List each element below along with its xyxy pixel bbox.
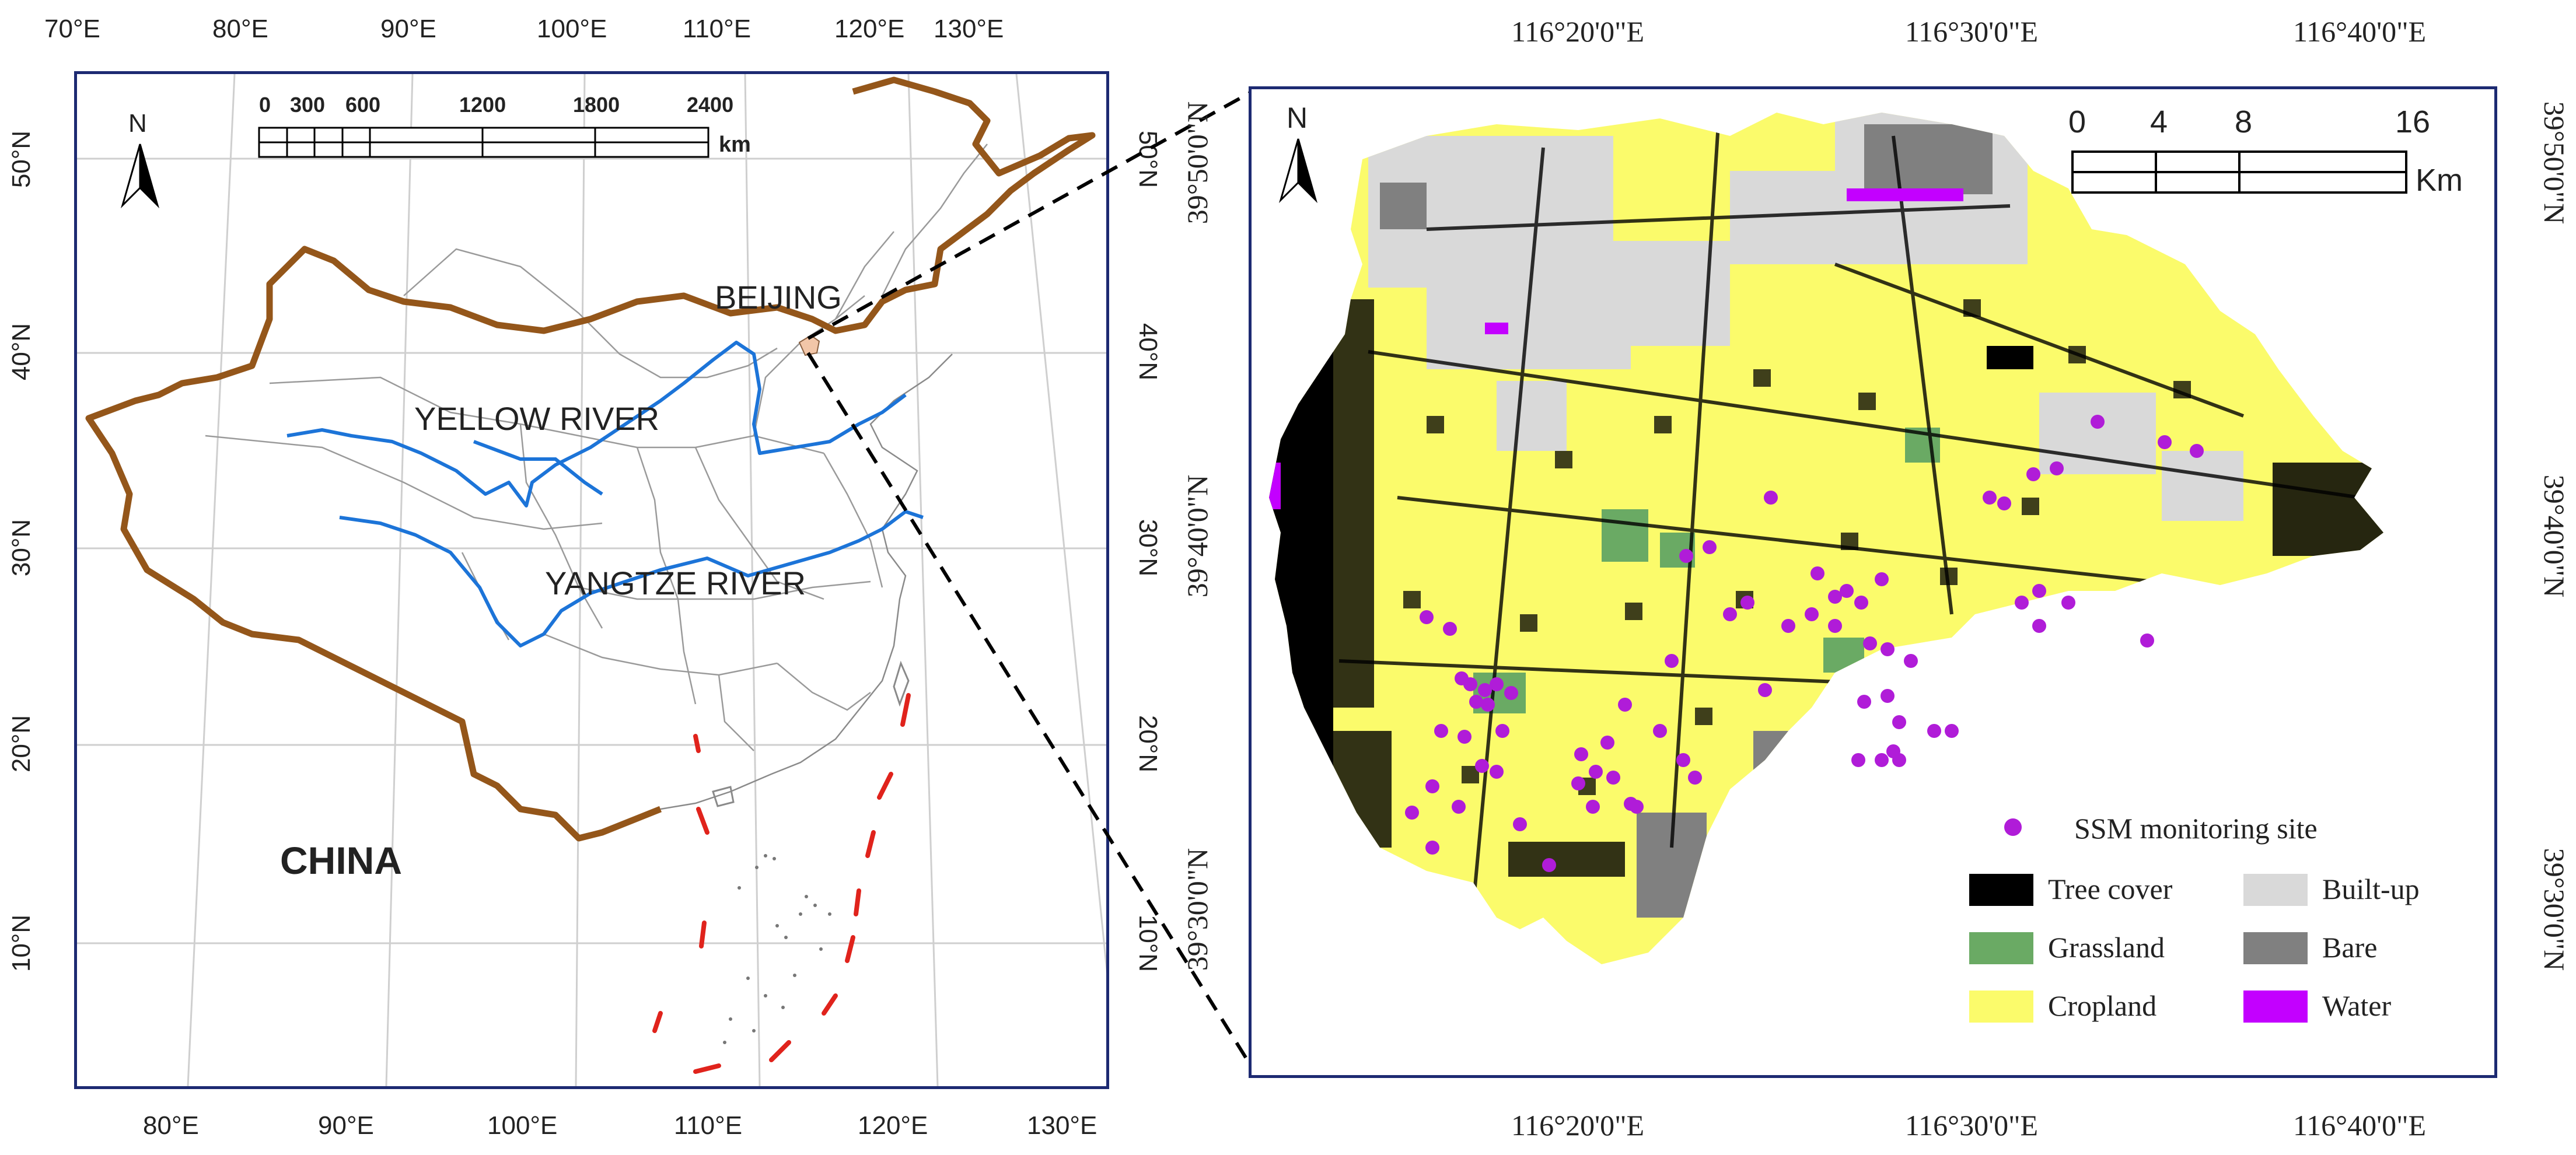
lon-tick: 120°E <box>834 15 905 43</box>
legend: SSM monitoring site Tree cover Built-up … <box>1958 812 2483 1075</box>
lon-tick: 100°E <box>537 15 607 43</box>
lat-tick: 39°30'0"N <box>1181 848 1214 971</box>
north-arrow: N <box>117 109 163 214</box>
lat-tick: 39°40'0"N <box>2538 474 2571 598</box>
lon-tick: 116°20'0"E <box>1511 15 1645 48</box>
lon-tick: 130°E <box>1027 1111 1097 1140</box>
china-coastline <box>660 354 953 810</box>
ssm-sites <box>1405 415 2204 872</box>
right-map-frame: N 0 4 8 16 Km SSM monitoring site <box>1249 86 2497 1078</box>
left-map-frame: N 0 300 600 1200 1800 2400 <box>74 71 1109 1089</box>
legend-swatch-cropland <box>1969 991 2033 1023</box>
landcover-drawing <box>1269 113 2383 964</box>
yangtze-river-label: YANGTZE RIVER <box>545 565 806 601</box>
scale-unit: km <box>719 132 751 157</box>
graticule <box>77 74 1106 1086</box>
lat-tick: 39°50'0"N <box>2538 101 2571 225</box>
lon-tick: 110°E <box>674 1111 743 1140</box>
scale-number: 16 <box>2395 104 2431 139</box>
scale-bar-graphic <box>2071 150 2407 194</box>
site-legend-label: SSM monitoring site <box>2074 812 2318 845</box>
left-scale-bar: 0 300 600 1200 1800 2400 km <box>258 93 783 163</box>
legend-label: Water <box>2322 989 2392 1022</box>
legend-label: Tree cover <box>2048 873 2173 905</box>
scale-number: 0 <box>259 93 271 117</box>
beijing-landcover-map: 116°20'0"E 116°30'0"E 116°40'0"E 116°20'… <box>1161 0 2576 1155</box>
north-arrow-icon <box>1278 138 1318 204</box>
north-arrow-icon <box>120 144 160 209</box>
taiwan-outline <box>893 660 910 707</box>
china-overview-map: 70°E 80°E 90°E 100°E 110°E 120°E 130°E 8… <box>0 0 1162 1155</box>
south-sea-islands <box>723 854 831 1044</box>
hainan-outline <box>712 786 735 807</box>
lon-tick: 116°30'0"E <box>1905 15 2039 48</box>
scale-unit: Km <box>2416 163 2463 198</box>
lat-tick: 39°40'0"N <box>1181 474 1214 598</box>
legend-label: Bare <box>2322 931 2378 964</box>
yellow-river <box>286 341 907 508</box>
scale-number: 1800 <box>573 93 620 117</box>
scale-bar-graphic <box>258 127 709 158</box>
legend-swatch-grassland <box>1969 932 2033 964</box>
china-label: CHINA <box>280 839 402 882</box>
right-scale-bar: 0 4 8 16 Km <box>2068 104 2477 198</box>
legend-label: Grassland <box>2048 931 2165 964</box>
north-label: N <box>1287 102 1308 134</box>
lon-tick: 100°E <box>487 1111 558 1140</box>
lon-tick: 110°E <box>683 15 752 43</box>
lon-tick: 90°E <box>318 1111 374 1140</box>
lat-tick: 39°30'0"N <box>2538 848 2571 971</box>
north-arrow: N <box>1275 101 1322 212</box>
china-map-drawing <box>77 74 1106 1086</box>
lon-tick: 80°E <box>143 1111 199 1140</box>
legend-swatch-bare <box>2243 932 2308 964</box>
legend-label: Cropland <box>2048 989 2157 1022</box>
scale-number: 2400 <box>687 93 734 117</box>
china-border <box>85 76 1096 842</box>
lon-tick: 116°20'0"E <box>1511 1109 1645 1142</box>
lon-tick: 116°40'0"E <box>2293 1109 2427 1142</box>
legend-swatch-built-up <box>2243 874 2308 906</box>
beijing-label: BEIJING <box>715 279 842 316</box>
scale-number: 600 <box>345 93 381 117</box>
legend-swatch-tree-cover <box>1969 874 2033 906</box>
lon-tick: 80°E <box>212 15 268 43</box>
scale-number: 1200 <box>459 93 506 117</box>
lon-tick: 70°E <box>44 15 100 43</box>
legend-label: Built-up <box>2322 873 2420 905</box>
nine-dash-line <box>652 693 911 1074</box>
yangtze-river <box>339 510 924 648</box>
lon-tick: 116°40'0"E <box>2293 15 2427 48</box>
north-label: N <box>128 109 147 138</box>
lon-tick: 130°E <box>934 15 1004 43</box>
scale-number: 300 <box>290 93 326 117</box>
scale-number: 0 <box>2068 104 2086 139</box>
scale-number: 8 <box>2235 104 2253 139</box>
lon-tick: 116°30'0"E <box>1905 1109 2039 1142</box>
scale-number: 4 <box>2150 104 2168 139</box>
lon-tick: 120°E <box>858 1111 928 1140</box>
legend-swatch-water <box>2243 991 2308 1023</box>
site-legend-marker <box>2004 818 2022 836</box>
yellow-river-branch <box>473 440 603 496</box>
yellow-river-label: YELLOW RIVER <box>414 400 660 437</box>
lat-tick: 39°50'0"N <box>1181 101 1214 225</box>
lon-tick: 90°E <box>380 15 436 43</box>
